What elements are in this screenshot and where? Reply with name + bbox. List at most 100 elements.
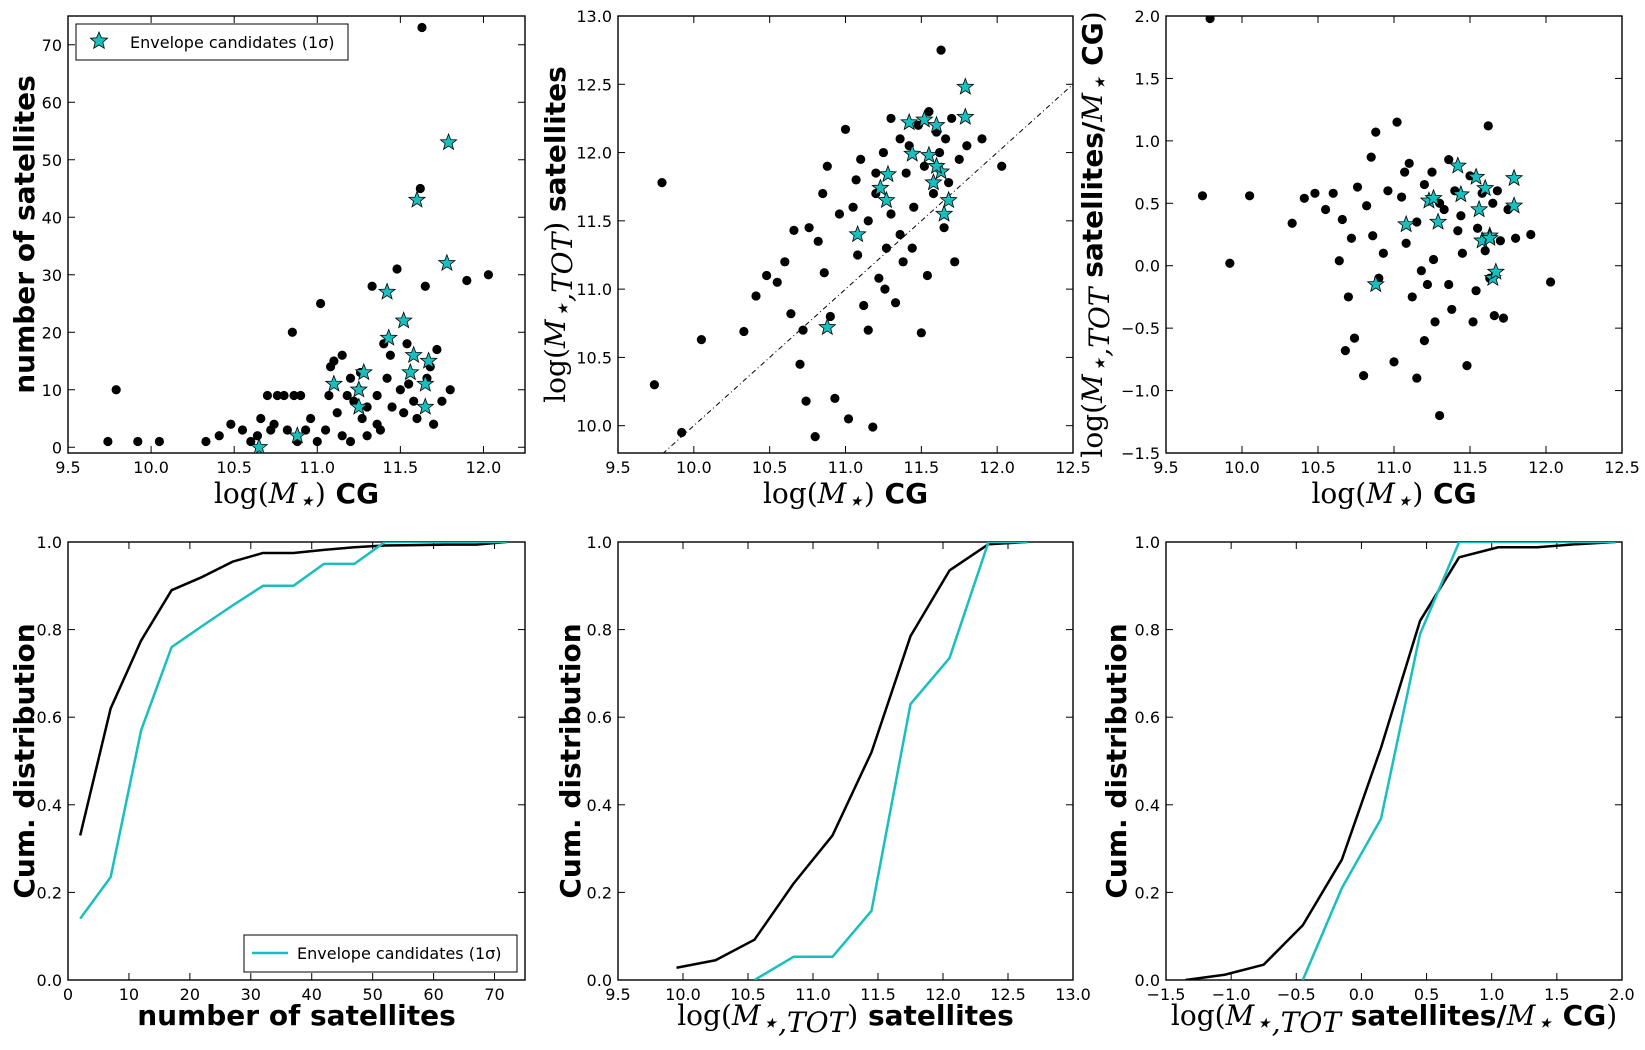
y-tick-label: 0.0 <box>37 971 62 990</box>
legend-box: Envelope candidates (1σ) <box>243 934 518 973</box>
x-tick-label: 70 <box>484 985 504 1004</box>
x-tick-label: 9.5 <box>1153 458 1178 477</box>
y-tick-label: 50 <box>42 151 62 170</box>
data-point <box>256 413 266 424</box>
data-point <box>751 291 761 301</box>
y-tick-label: −1.5 <box>1121 444 1160 463</box>
x-tick-label: 1.0 <box>1479 985 1504 1004</box>
data-point <box>1480 246 1490 256</box>
envelope-candidate-star <box>379 328 398 346</box>
data-point <box>1389 357 1399 367</box>
x-axis-label: log(M⋆) CG <box>763 477 928 517</box>
data-point <box>919 161 929 171</box>
data-point <box>1383 186 1393 196</box>
data-point <box>214 431 224 441</box>
data-point <box>395 385 405 395</box>
data-point <box>786 309 796 319</box>
data-point <box>898 257 908 267</box>
x-tick-label: 9.5 <box>605 458 630 477</box>
x-tick-label: 9.5 <box>605 985 630 1004</box>
x-tick-label: 12.0 <box>925 985 961 1004</box>
data-point <box>853 250 863 260</box>
envelope-candidate-star <box>1469 199 1489 218</box>
x-tick-label: 0 <box>63 985 73 1004</box>
x-axis-label: log(M⋆,TOT satellites/M⋆ CG) <box>1171 999 1617 1039</box>
envelope-candidate-star <box>1466 167 1486 185</box>
envelope-candidate-star <box>919 145 939 164</box>
envelope-candidate-star <box>249 437 269 453</box>
envelope-candidate-star <box>1451 184 1471 203</box>
data-point <box>1334 256 1344 266</box>
x-tick-label: 9.5 <box>55 458 80 477</box>
data-point <box>886 113 896 124</box>
data-point <box>329 356 339 366</box>
x-tick-label: 10.5 <box>730 985 766 1004</box>
data-point <box>936 45 946 55</box>
y-tick-label: 0.0 <box>1135 971 1160 990</box>
data-point <box>1225 258 1235 268</box>
envelope-candidate-star <box>927 115 946 134</box>
data-point <box>1498 313 1509 323</box>
data-point <box>1456 211 1466 221</box>
data-point <box>282 425 292 435</box>
data-point <box>997 161 1007 171</box>
data-point <box>1457 248 1467 258</box>
data-point <box>762 270 772 281</box>
data-point <box>1378 248 1388 258</box>
plot-frame <box>617 541 1074 981</box>
y-tick-label: 13.0 <box>576 7 612 26</box>
x-tick-label: 0.0 <box>1349 985 1374 1004</box>
x-tick-label: 11.5 <box>904 458 940 477</box>
data-point <box>1359 370 1369 381</box>
y-tick-label: 1.0 <box>587 533 612 552</box>
y-axis-label: Cum. distribution <box>554 623 587 898</box>
data-point <box>1366 152 1376 162</box>
x-tick-label: 11.5 <box>1452 458 1488 477</box>
data-point <box>312 436 322 447</box>
panel-cumdist-mass-ratio: −1.5 −1.0 −0.5 0.0 0.5 1.0 1.5 2.0 0.0 0.2 0.4 0.6 0… <box>1100 533 1635 1039</box>
x-tick-label: 40 <box>302 985 322 1004</box>
envelope-candidate-star <box>903 144 922 162</box>
envelope-candidate-star <box>1504 168 1524 187</box>
y-tick-label: 0.8 <box>1135 621 1160 640</box>
envelope-candidate-star <box>416 374 435 392</box>
y-tick-label: 10.5 <box>576 348 612 367</box>
data-point <box>1422 279 1433 290</box>
x-tick-label: −1.0 <box>1212 985 1251 1004</box>
data-point <box>1368 231 1378 241</box>
envelope-candidate-star <box>939 190 958 209</box>
x-tick-label: 2.0 <box>1609 985 1634 1004</box>
x-tick-label: 13.0 <box>1055 985 1091 1004</box>
legend-label: Envelope candidates (1σ) <box>130 33 335 52</box>
data-point <box>1392 117 1402 127</box>
data-point <box>1416 266 1426 276</box>
data-point <box>922 270 933 281</box>
envelope-candidate-star <box>877 190 896 209</box>
y-tick-label: 12.5 <box>576 75 612 94</box>
envelope-candidate-star <box>416 397 435 415</box>
envelope-candidate-star <box>407 190 427 208</box>
y-tick-label: 11.0 <box>576 280 612 299</box>
envelope-candidate-star <box>1428 212 1448 230</box>
data-point <box>977 134 987 144</box>
data-point <box>798 325 808 335</box>
y-tick-label: 0.5 <box>1135 194 1160 213</box>
x-tick-label: 10.0 <box>676 458 712 477</box>
data-point <box>1287 218 1297 228</box>
data-point <box>345 373 356 383</box>
data-point <box>1245 191 1255 201</box>
x-tick-label: 12.0 <box>1528 458 1564 477</box>
x-tick-label: 10.0 <box>1224 458 1260 477</box>
x-tick-label: 30 <box>241 985 261 1004</box>
data-point <box>420 281 430 291</box>
data-point <box>349 396 359 406</box>
y-axis-label: log(M⋆,TOT) satellites <box>539 66 579 403</box>
data-point <box>962 141 972 151</box>
data-layer <box>78 542 507 920</box>
data-point <box>881 243 892 253</box>
legend-star-marker <box>89 30 109 50</box>
data-point <box>306 413 316 424</box>
y-tick-label: 30 <box>42 266 62 285</box>
data-point <box>696 335 707 345</box>
data-point <box>387 402 397 412</box>
